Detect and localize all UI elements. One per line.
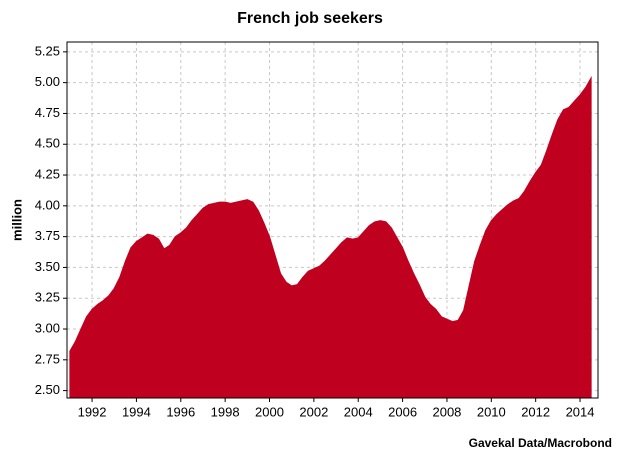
y-tick-label: 3.25 bbox=[35, 290, 60, 305]
source: Gavekal Data/Macrobond bbox=[469, 436, 612, 450]
x-tick-label: 2010 bbox=[477, 404, 506, 419]
x-tick-label: 1998 bbox=[211, 404, 240, 419]
y-tick-label: 5.25 bbox=[35, 43, 60, 58]
area bbox=[69, 75, 592, 399]
y-tick-label: 2.50 bbox=[35, 382, 60, 397]
x-tick-label: 2014 bbox=[566, 404, 595, 419]
x-tick-label: 2006 bbox=[388, 404, 417, 419]
y-tick-label: 3.00 bbox=[35, 320, 60, 335]
y-tick-label: 2.75 bbox=[35, 351, 60, 366]
x-tick-label: 2008 bbox=[432, 404, 461, 419]
x-tick-label: 2012 bbox=[521, 404, 550, 419]
x-tick-label: 2000 bbox=[255, 404, 284, 419]
y-axis-label: million bbox=[9, 199, 24, 241]
y-tick-label: 4.25 bbox=[35, 166, 60, 181]
x-tick-label: 1996 bbox=[166, 404, 195, 419]
y-tick-label: 4.75 bbox=[35, 105, 60, 120]
plot-frame bbox=[66, 41, 599, 399]
x-tick-label: 2004 bbox=[344, 404, 373, 419]
y-tick-label: 4.50 bbox=[35, 136, 60, 151]
y-tick-label: 3.50 bbox=[35, 259, 60, 274]
y-tick-label: 3.75 bbox=[35, 228, 60, 243]
y-tick-label: 4.00 bbox=[35, 197, 60, 212]
chart-title: French job seekers bbox=[237, 10, 383, 27]
x-tick-label: 2002 bbox=[299, 404, 328, 419]
x-tick-label: 1994 bbox=[122, 404, 151, 419]
y-tick-label: 5.00 bbox=[35, 74, 60, 89]
x-tick-label: 1992 bbox=[78, 404, 107, 419]
